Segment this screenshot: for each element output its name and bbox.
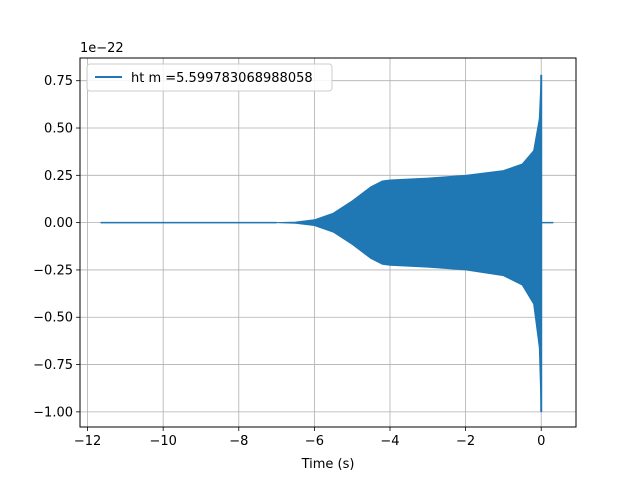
x-tick-label: −6	[305, 434, 324, 449]
y-axis-ticks: −1.00 −0.75 −0.50 −0.25 0.00 0.25 0.50 0.75	[33, 74, 80, 420]
x-tick-label: −12	[74, 434, 101, 449]
axes-frame	[79, 57, 577, 428]
x-axis-label: Time (s)	[301, 457, 355, 472]
legend: ht m =5.599783068988058	[86, 63, 333, 92]
y-tick-label: −0.25	[33, 263, 73, 278]
y-tick-label: −0.50	[33, 311, 73, 326]
y-tick-label: 0.50	[44, 122, 73, 137]
y-tick-label: −0.75	[33, 358, 73, 373]
y-tick-label: 0.75	[44, 74, 73, 89]
y-scale-offset-label: 1e−22	[80, 41, 124, 56]
legend-box	[86, 63, 333, 92]
x-axis-ticks: −12 −10 −8 −6 −4 −2 0	[74, 427, 545, 449]
x-tick-label: −4	[380, 434, 399, 449]
y-tick-label: 0.00	[44, 216, 73, 231]
plot-series	[100, 74, 554, 413]
x-tick-label: 0	[537, 434, 545, 449]
x-tick-label: −10	[149, 434, 176, 449]
y-tick-label: −1.00	[33, 405, 73, 420]
y-tick-label: 0.25	[44, 169, 73, 184]
x-tick-label: −8	[229, 434, 248, 449]
legend-entry-label: ht m =5.599783068988058	[131, 71, 313, 86]
x-tick-label: −2	[456, 434, 475, 449]
